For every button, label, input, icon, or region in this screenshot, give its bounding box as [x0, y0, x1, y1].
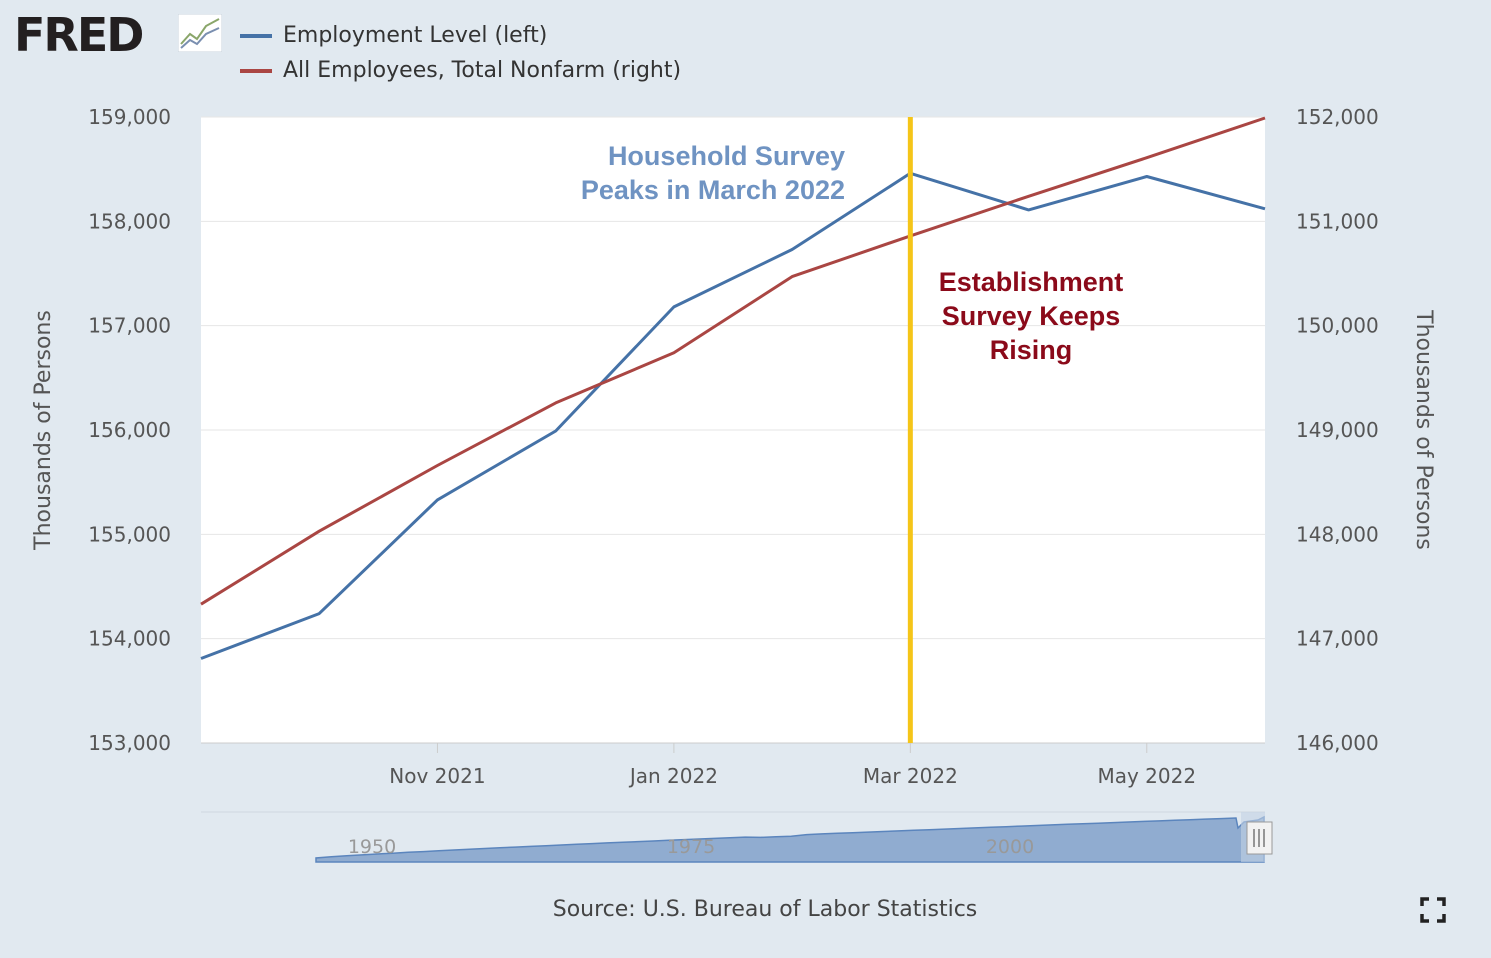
legend-swatch-blue — [240, 33, 272, 38]
y-left-tick-label: 154,000 — [88, 627, 171, 651]
navigator-series-area — [315, 815, 1265, 863]
y-left-axis-label: Thousands of Persons — [31, 310, 56, 551]
source-note: Source: U.S. Bureau of Labor Statistics — [552, 897, 978, 922]
series-line-employment-level — [200, 171, 1266, 660]
y-right-tick-label: 151,000 — [1296, 209, 1379, 233]
annotation-line: Peaks in March 2022 — [580, 175, 845, 205]
fullscreen-icon[interactable] — [1420, 897, 1446, 923]
legend-label: Employment Level (left) — [283, 23, 548, 48]
y-right-tick-label: 147,000 — [1296, 627, 1379, 651]
annotation-establishment: Establishment Survey Keeps Rising — [906, 265, 1156, 367]
legend-swatch-red — [240, 68, 272, 73]
series-line-total-nonfarm — [200, 116, 1266, 606]
navigator-tick-label: 2000 — [986, 836, 1034, 858]
annotation-line: Establishment — [938, 267, 1124, 297]
legend: Employment Level (left) All Employees, T… — [240, 18, 681, 88]
y-right-tick-label: 148,000 — [1296, 522, 1379, 546]
y-left-tick-label: 153,000 — [88, 731, 171, 755]
annotation-line: Household Survey — [607, 141, 845, 171]
y-right-tick-label: 146,000 — [1296, 731, 1379, 755]
annotation-line: Survey Keeps — [941, 301, 1121, 331]
y-left-tick-label: 156,000 — [88, 418, 171, 442]
legend-label: All Employees, Total Nonfarm (right) — [283, 58, 682, 83]
y-right-tick-label: 150,000 — [1296, 314, 1379, 338]
annotation-line: Rising — [989, 335, 1073, 365]
fred-logo[interactable]: FRED — [14, 8, 144, 62]
y-right-axis-label: Thousands of Persons — [1411, 309, 1436, 550]
y-left-tick-label: 159,000 — [88, 105, 171, 129]
x-tick-label: May 2022 — [1097, 764, 1196, 788]
navigator-tick-label: 1975 — [667, 836, 715, 858]
y-left-tick-label: 158,000 — [88, 209, 171, 233]
legend-item-employment-level[interactable]: Employment Level (left) — [240, 18, 681, 53]
fred-chart-icon — [178, 14, 222, 52]
y-left-tick-label: 157,000 — [88, 314, 171, 338]
navigator-tick-label: 1950 — [348, 836, 396, 858]
annotation-household: Household Survey Peaks in March 2022 — [500, 139, 845, 207]
x-tick-label: Mar 2022 — [863, 764, 958, 788]
legend-item-total-nonfarm[interactable]: All Employees, Total Nonfarm (right) — [240, 53, 681, 88]
x-tick-label: Jan 2022 — [628, 764, 718, 788]
x-tick-label: Nov 2021 — [389, 764, 485, 788]
y-left-tick-label: 155,000 — [88, 522, 171, 546]
y-right-tick-label: 152,000 — [1296, 105, 1379, 129]
y-right-tick-label: 149,000 — [1296, 418, 1379, 442]
